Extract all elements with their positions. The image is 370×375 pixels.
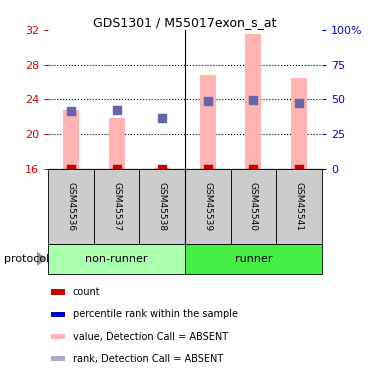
Bar xyxy=(291,78,307,169)
Point xyxy=(205,166,211,172)
Bar xyxy=(200,75,216,169)
Text: GSM45539: GSM45539 xyxy=(204,182,212,231)
Point xyxy=(159,166,165,172)
Bar xyxy=(185,244,322,274)
Bar xyxy=(108,118,125,169)
Title: GDS1301 / M55017exon_s_at: GDS1301 / M55017exon_s_at xyxy=(93,16,277,29)
Text: value, Detection Call = ABSENT: value, Detection Call = ABSENT xyxy=(73,332,228,342)
Text: GSM45540: GSM45540 xyxy=(249,182,258,231)
Bar xyxy=(48,244,185,274)
Bar xyxy=(154,168,170,169)
Text: count: count xyxy=(73,287,100,297)
Point xyxy=(68,166,74,172)
Point xyxy=(68,108,74,114)
Text: GSM45538: GSM45538 xyxy=(158,182,166,231)
Point xyxy=(205,98,211,104)
Bar xyxy=(51,312,64,317)
Bar xyxy=(139,169,185,244)
Bar xyxy=(276,169,322,244)
Text: non-runner: non-runner xyxy=(85,254,148,264)
Text: GSM45536: GSM45536 xyxy=(67,182,75,231)
Text: GSM45541: GSM45541 xyxy=(295,182,303,231)
Text: percentile rank within the sample: percentile rank within the sample xyxy=(73,309,238,319)
Point xyxy=(114,166,120,172)
Text: rank, Detection Call = ABSENT: rank, Detection Call = ABSENT xyxy=(73,354,223,364)
Text: protocol: protocol xyxy=(4,254,49,264)
Point xyxy=(114,107,120,113)
Point xyxy=(159,115,165,121)
Text: GSM45537: GSM45537 xyxy=(112,182,121,231)
Point xyxy=(296,166,302,172)
Point xyxy=(296,100,302,106)
Text: runner: runner xyxy=(235,254,272,264)
Bar xyxy=(51,356,64,362)
Bar xyxy=(245,34,262,169)
Bar xyxy=(185,169,231,244)
Bar xyxy=(94,169,139,244)
Bar xyxy=(51,290,64,294)
Point xyxy=(250,97,256,103)
Bar xyxy=(231,169,276,244)
Bar xyxy=(48,169,94,244)
Point xyxy=(250,166,256,172)
Polygon shape xyxy=(37,251,46,266)
Bar xyxy=(51,334,64,339)
Bar xyxy=(63,110,79,169)
